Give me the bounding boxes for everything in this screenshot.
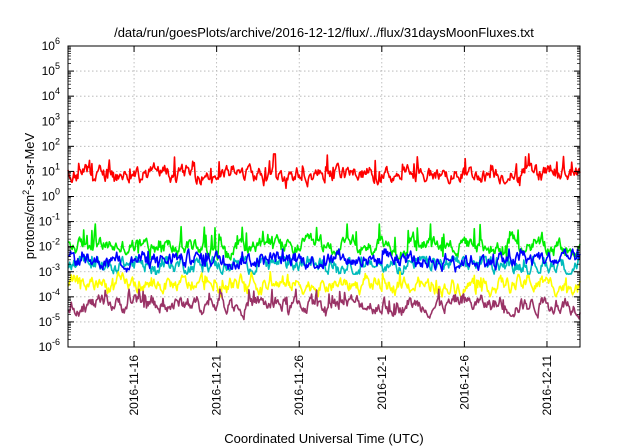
x-tick-label: 2016-11-16 [127,355,141,416]
y-tick-label: 103 [42,111,60,128]
y-axis-title-sup: 2 [21,190,31,195]
y-tick-base: 10 [39,215,53,229]
series-line-0 [67,223,581,261]
y-tick-exp: -3 [52,262,60,272]
y-tick-base: 10 [42,89,56,103]
series-line-4 [67,288,581,321]
x-tick-label: 2016-12-6 [457,355,471,410]
y-tick-label: 10-3 [39,262,60,279]
y-tick-label: 10-2 [39,237,60,254]
y-tick-exp: 1 [55,161,60,171]
y-tick-base: 10 [39,265,53,279]
y-tick-base: 10 [42,139,56,153]
y-tick-label: 10-6 [39,337,60,354]
y-tick-exp: 4 [55,86,60,96]
x-axis-title: Coordinated Universal Time (UTC) [224,431,423,446]
x-tick-label: 2016-12-11 [540,355,554,416]
x-tick-label: 2016-12-1 [375,355,389,410]
series-line-2 [67,248,581,273]
y-tick-exp: -4 [52,287,60,297]
chart-title: /data/run/goesPlots/archive/2016-12-12/f… [114,25,534,40]
series-line-5 [67,153,581,190]
y-axis-title-base: protons/cm [22,195,37,259]
y-tick-exp: -5 [52,312,60,322]
y-axis: 10-610-510-410-310-210-11001011021031041… [39,36,580,354]
y-tick-exp: -6 [52,337,60,347]
y-tick-base: 10 [39,340,53,354]
y-tick-base: 10 [42,114,56,128]
y-tick-base: 10 [42,39,56,53]
y-tick-exp: 2 [55,136,60,146]
y-tick-base: 10 [39,240,53,254]
y-tick-base: 10 [42,64,56,78]
y-tick-exp: 0 [55,187,60,197]
y-tick-exp: -1 [52,212,60,222]
y-tick-base: 10 [42,190,56,204]
y-tick-label: 105 [42,61,60,78]
series-line-3 [67,270,581,298]
series-group [67,153,581,321]
y-tick-exp: -2 [52,237,60,247]
y-tick-exp: 3 [55,111,60,121]
y-tick-label: 10-4 [39,287,60,304]
y-tick-base: 10 [39,315,53,329]
y-tick-label: 102 [42,136,60,153]
y-tick-base: 10 [39,290,53,304]
x-axis: 2016-11-16 2016-11-21 2016-11-26 2016-12-1 2… [127,46,554,416]
y-axis-title-rest: -s-sr-MeV [22,132,37,189]
y-tick-exp: 5 [55,61,60,71]
y-tick-label: 100 [42,187,60,204]
x-tick-label: 2016-11-21 [210,355,224,416]
y-tick-base: 10 [42,164,56,178]
y-tick-label: 10-1 [39,212,60,229]
y-tick-label: 101 [42,161,60,178]
y-axis-title: protons/cm2-s-sr-MeV [21,132,37,259]
y-tick-label: 104 [42,86,60,103]
y-tick-label: 10-5 [39,312,60,329]
x-tick-label: 2016-11-26 [292,355,306,416]
y-tick-exp: 6 [55,36,60,46]
y-tick-label: 106 [42,36,60,53]
